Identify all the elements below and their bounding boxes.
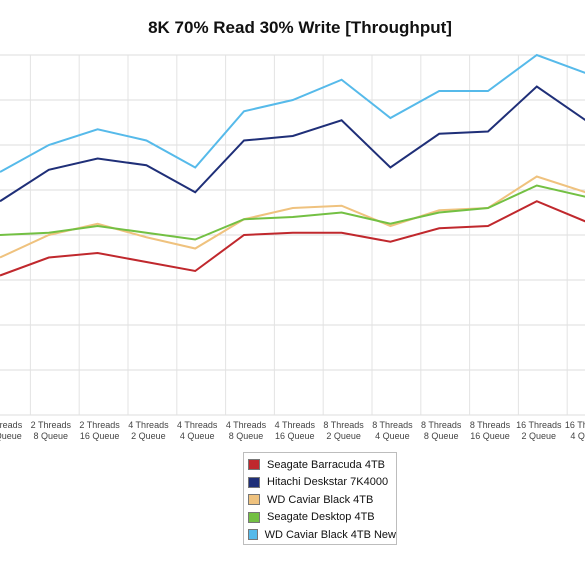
x-tick-label: 2 Threads <box>31 420 72 430</box>
series-line <box>0 85 585 203</box>
series-line <box>0 184 585 241</box>
x-tick-label: 2 Queue <box>522 431 557 441</box>
legend-swatch <box>248 476 260 488</box>
series-line <box>0 53 585 173</box>
legend-entry: WD Caviar Black 4TB <box>248 491 396 509</box>
x-tick-label: 16 Threads <box>516 420 562 430</box>
x-tick-label: 4 Queue <box>375 431 410 441</box>
x-tick-label: 4 Queue <box>180 431 215 441</box>
x-tick-label: 2 Queue <box>326 431 361 441</box>
legend-label: Seagate Desktop 4TB <box>267 511 375 524</box>
legend-swatch <box>248 494 260 506</box>
legend: Seagate Barracuda 4TB Hitachi Deskstar 7K… <box>243 452 397 545</box>
legend-entry: WD Caviar Black 4TB New <box>248 526 396 544</box>
legend-swatch <box>248 529 258 541</box>
x-tick-label: 16 Queue <box>470 431 510 441</box>
legend-label: Hitachi Deskstar 7K4000 <box>267 476 389 489</box>
x-tick-label: 4 Queue <box>570 431 585 441</box>
legend-entry: Hitachi Deskstar 7K4000 <box>248 474 396 492</box>
x-tick-label: 16 Queue <box>275 431 315 441</box>
x-tick-label: 8 Threads <box>470 420 511 430</box>
x-tick-label: 4 Threads <box>226 420 267 430</box>
x-tick-label: 16 Threads <box>565 420 585 430</box>
legend-entry: Seagate Desktop 4TB <box>248 509 396 527</box>
x-tick-label: 2 Queue <box>131 431 166 441</box>
grid-layer <box>0 54 585 416</box>
legend-label: WD Caviar Black 4TB New <box>264 528 396 541</box>
x-tick-label: 8 Queue <box>34 431 69 441</box>
x-tick-label: 4 Threads <box>275 420 316 430</box>
x-tick-label: 1 Threads <box>0 420 23 430</box>
x-tick-label: 8 Threads <box>323 420 364 430</box>
legend-swatch <box>248 459 260 471</box>
x-tick-label: 2 Threads <box>79 420 120 430</box>
x-tick-label: 8 Threads <box>421 420 462 430</box>
series-line <box>0 200 585 277</box>
x-tick-label: 8 Threads <box>372 420 413 430</box>
legend-label: Seagate Barracuda 4TB <box>267 458 386 471</box>
legend-swatch <box>248 511 260 523</box>
x-tick-label: 8 Queue <box>229 431 264 441</box>
x-tick-label: 4 Threads <box>128 420 169 430</box>
chart-title: 8K 70% Read 30% Write [Throughput] <box>148 18 452 37</box>
legend-label: WD Caviar Black 4TB <box>267 493 374 506</box>
legend-entry: Seagate Barracuda 4TB <box>248 456 396 474</box>
series-layer <box>0 53 585 277</box>
x-tick-label: 16 Queue <box>80 431 120 441</box>
x-tick-label: 16 Queue <box>0 431 22 441</box>
x-tick-label: 4 Threads <box>177 420 218 430</box>
x-tick-label: 8 Queue <box>424 431 459 441</box>
